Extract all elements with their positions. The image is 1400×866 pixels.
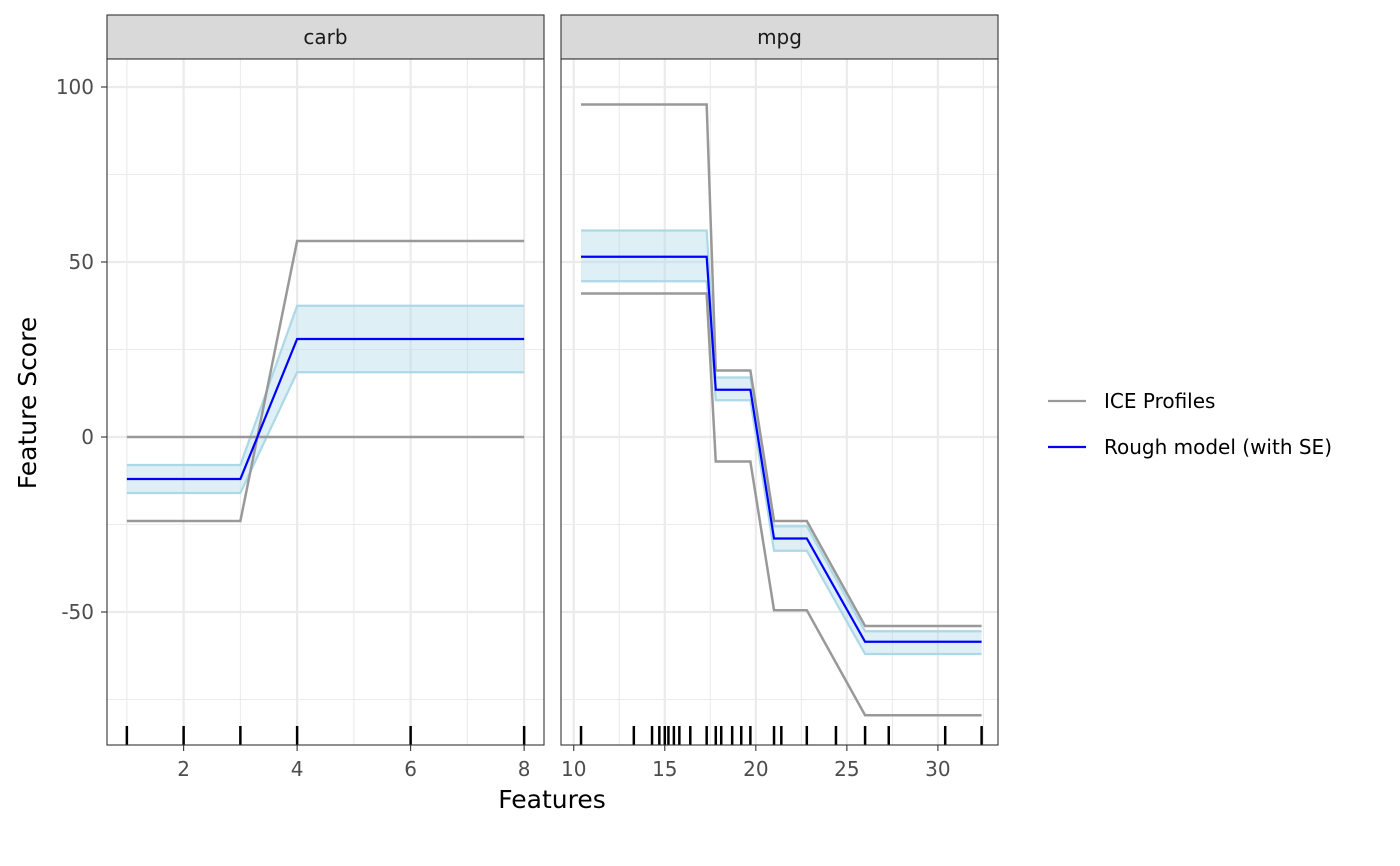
x-tick-label: 15 bbox=[652, 757, 677, 781]
y-tick-label: 100 bbox=[56, 75, 94, 99]
x-axis-title: Features bbox=[498, 785, 606, 814]
y-tick-label: 50 bbox=[69, 250, 94, 274]
strip-mpg bbox=[560, 14, 999, 60]
panel-mpg: mpg 10 15 20 25 30 bbox=[560, 14, 999, 781]
y-tick-label: 0 bbox=[81, 425, 94, 449]
x-tick-label: 6 bbox=[404, 757, 417, 781]
x-tick-label: 20 bbox=[743, 757, 768, 781]
panel-border bbox=[106, 58, 545, 746]
x-tick-label: 30 bbox=[925, 757, 950, 781]
strip-label-carb: carb bbox=[303, 25, 347, 49]
legend-label-rough-model: Rough model (with SE) bbox=[1104, 435, 1332, 459]
y-tick-label: -50 bbox=[61, 600, 94, 624]
strip-carb bbox=[106, 14, 545, 60]
x-tick-label: 25 bbox=[834, 757, 859, 781]
se-ribbon bbox=[581, 230, 982, 654]
y-axis-title: Feature Score bbox=[13, 317, 42, 489]
ice-profile-line-1 bbox=[581, 103, 982, 628]
ice-profile-line-1 bbox=[126, 239, 525, 523]
se-ribbon bbox=[126, 305, 525, 493]
legend: ICE Profiles Rough model (with SE) bbox=[1048, 389, 1332, 459]
se-lower-line bbox=[126, 371, 525, 495]
strip-label-mpg: mpg bbox=[757, 25, 802, 49]
rough-model-line bbox=[581, 255, 982, 643]
panel-border bbox=[560, 58, 999, 746]
rough-model-line bbox=[126, 337, 525, 481]
panel-background bbox=[107, 59, 544, 745]
x-tick-label: 10 bbox=[561, 757, 586, 781]
x-tick-label: 4 bbox=[291, 757, 304, 781]
ice-profile-line-2 bbox=[581, 292, 982, 717]
x-tick-label: 2 bbox=[177, 757, 190, 781]
x-tick-label: 8 bbox=[518, 757, 531, 781]
legend-label-ice-profiles: ICE Profiles bbox=[1104, 389, 1215, 413]
panel-carb: carb 2 4 6 8 -50 0 50 100 bbox=[56, 14, 545, 781]
